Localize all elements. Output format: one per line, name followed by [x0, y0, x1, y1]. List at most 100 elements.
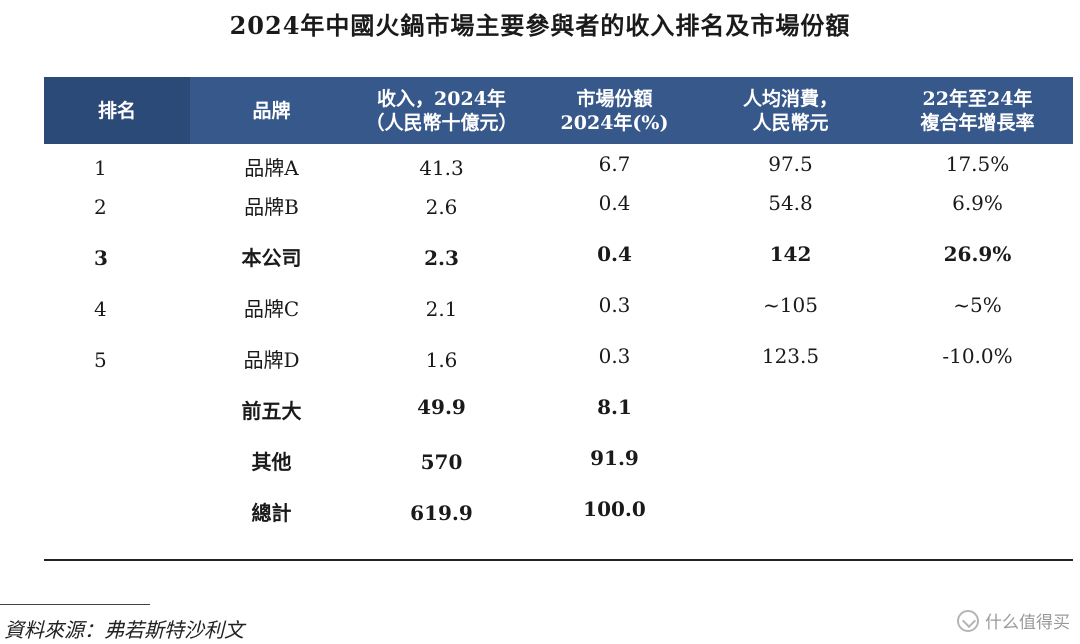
- cell-cagr-value: -10.0%: [942, 344, 1013, 368]
- cell-brand: 前五大: [241, 399, 302, 423]
- cell-per-capita: 97.5: [699, 144, 882, 195]
- cell-revenue: 49.9: [353, 395, 530, 450]
- cell-rank: 4: [94, 297, 107, 321]
- header-row: 排名 品牌 收入，2024年 （人民幣十億元） 市場份額 2024年(%) 人均…: [44, 77, 1073, 144]
- cell-share-value: 8.1: [597, 395, 632, 419]
- table-row: 5 品牌D 1.6 0.3 123.5 -10.0%: [44, 344, 1073, 399]
- cell-per-capita-value: 142: [769, 242, 812, 266]
- cell-cagr-value: 26.9%: [943, 242, 1012, 266]
- cell-brand: 本公司: [241, 246, 302, 270]
- revenue-ranking-table: 排名 品牌 收入，2024年 （人民幣十億元） 市場份額 2024年(%) 人均…: [44, 77, 1073, 561]
- cell-per-capita: 142: [699, 242, 882, 297]
- table-row: 2 品牌B 2.6 0.4 54.8 6.9%: [44, 191, 1073, 246]
- header-per-capita-line2: 人民幣元: [752, 111, 829, 134]
- cell-brand: 品牌B: [244, 195, 299, 219]
- cell-revenue: 2.3: [424, 246, 459, 270]
- header-share-line1: 市場份額: [576, 87, 653, 110]
- cell-share-value: 100.0: [583, 497, 646, 521]
- cell-revenue: 1.6: [425, 348, 458, 372]
- cell-per-capita: ~105: [699, 293, 882, 348]
- cell-brand: 品牌D: [243, 348, 300, 372]
- cell-share-value: 6.7: [598, 152, 631, 176]
- cell-share: 6.7: [530, 144, 699, 195]
- watermark-text: 什么值得买: [985, 613, 1070, 633]
- cell-share: 100.0: [530, 497, 699, 561]
- cell-cagr-value: 17.5%: [945, 152, 1010, 176]
- header-per-capita-line1: 人均消費，: [742, 87, 838, 110]
- header-brand-label: 品牌: [252, 99, 291, 122]
- cell-rank: 1: [94, 156, 107, 180]
- cell-per-capita-value: 54.8: [768, 191, 813, 215]
- cell-rank: 5: [94, 348, 107, 372]
- header-revenue-line1: 收入，2024年: [377, 87, 506, 110]
- cell-share-value: 0.4: [597, 242, 632, 266]
- zhide-logo-icon: [957, 609, 979, 632]
- cell-cagr: 6.9%: [882, 191, 1073, 246]
- cell-rank: 2: [94, 195, 107, 219]
- header-rank-label: 排名: [97, 99, 136, 122]
- cell-per-capita: [699, 501, 882, 561]
- cell-per-capita: [699, 399, 882, 450]
- cell-per-capita: [699, 450, 882, 501]
- table-body: 1 品牌A 41.3 6.7 97.5 17.5% 2 品牌B 2.6 0.4 …: [44, 144, 1073, 561]
- table-header: 排名 品牌 收入，2024年 （人民幣十億元） 市場份額 2024年(%) 人均…: [44, 77, 1073, 144]
- cell-per-capita-value: 97.5: [768, 152, 813, 176]
- cell-cagr-value: 6.9%: [952, 191, 1003, 215]
- source-note: 資料來源：弗若斯特沙利文: [4, 618, 244, 642]
- cell-share: 0.4: [530, 242, 699, 297]
- table-row-others: 其他 570 91.9: [44, 446, 1073, 501]
- cell-brand: 其他: [251, 450, 292, 474]
- cell-share-value: 0.3: [598, 293, 631, 317]
- cell-rank: [44, 399, 190, 450]
- cell-per-capita-value: ~105: [763, 293, 818, 317]
- cell-share-value: 91.9: [590, 446, 639, 470]
- cell-per-capita-value: 123.5: [761, 344, 820, 368]
- cell-cagr: [882, 501, 1073, 561]
- cell-share: 91.9: [530, 446, 699, 501]
- watermark: 什么值得买: [957, 608, 1070, 633]
- cell-share: 8.1: [530, 395, 699, 450]
- cell-share-value: 0.3: [598, 344, 631, 368]
- cell-revenue: 619.9: [353, 501, 530, 561]
- cell-cagr: 17.5%: [882, 144, 1073, 195]
- header-cagr-line1: 22年至24年: [922, 87, 1033, 110]
- header-share-line2: 2024年(%): [560, 111, 669, 134]
- cell-cagr: [882, 399, 1073, 450]
- cell-per-capita: 54.8: [699, 191, 882, 246]
- cell-rank: 3: [94, 246, 108, 270]
- cell-revenue: 2.6: [425, 195, 458, 219]
- cell-brand: 品牌A: [244, 156, 299, 180]
- cell-revenue: 41.3: [419, 156, 464, 180]
- cell-revenue: 570: [420, 450, 463, 474]
- footnote-divider: [0, 604, 150, 605]
- cell-rank: [44, 450, 190, 501]
- cell-brand: 總計: [190, 501, 353, 561]
- cell-cagr-value: ~5%: [953, 293, 1002, 317]
- cell-share: 0.3: [530, 344, 699, 399]
- header-cagr-line2: 複合年增長率: [920, 111, 1035, 134]
- cell-cagr: -10.0%: [882, 344, 1073, 399]
- cell-revenue-value: 49.9: [417, 395, 466, 419]
- page-title: 2024年中國火鍋市場主要參與者的收入排名及市場份額: [229, 11, 851, 40]
- header-revenue: 收入，2024年 （人民幣十億元）: [353, 77, 530, 144]
- table-row-highlight: 3 本公司 2.3 0.4 142 26.9%: [44, 242, 1073, 297]
- cell-share: 0.3: [530, 293, 699, 348]
- cell-cagr: ~5%: [882, 293, 1073, 348]
- cell-cagr: [882, 450, 1073, 501]
- table-row-total: 總計 619.9 100.0: [44, 497, 1073, 561]
- table-row: 4 品牌C 2.1 0.3 ~105 ~5%: [44, 293, 1073, 348]
- cell-rank: [44, 501, 190, 561]
- header-revenue-line2: （人民幣十億元）: [365, 111, 518, 134]
- header-rank: 排名: [44, 77, 190, 144]
- cell-cagr: 26.9%: [882, 242, 1073, 297]
- table-row-top5: 前五大 49.9 8.1: [44, 395, 1073, 450]
- table-row: 1 品牌A 41.3 6.7 97.5 17.5%: [44, 144, 1073, 195]
- cell-brand: 品牌C: [243, 297, 300, 321]
- cell-share-value: 0.4: [598, 191, 631, 215]
- header-cagr: 22年至24年 複合年增長率: [882, 77, 1073, 144]
- cell-per-capita: 123.5: [699, 344, 882, 399]
- cell-share: 0.4: [530, 191, 699, 246]
- cell-revenue: 2.1: [425, 297, 458, 321]
- header-share: 市場份額 2024年(%): [530, 77, 699, 144]
- header-brand: 品牌: [190, 77, 353, 144]
